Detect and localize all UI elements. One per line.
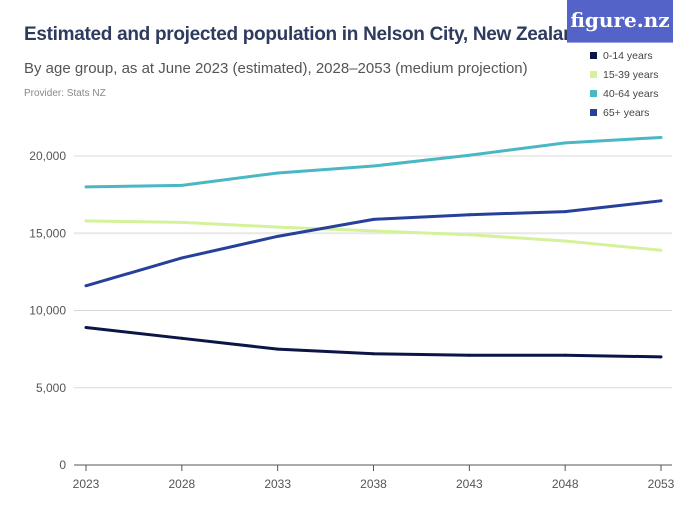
series-line-40-64-years [85,135,662,189]
data-point [372,352,375,356]
legend-swatch [590,52,597,59]
data-point [467,353,471,357]
x-tick-label: 2048 [552,477,579,491]
data-point [84,185,88,189]
data-point [563,141,567,145]
data-point [563,239,567,243]
y-tick-label: 20,000 [29,149,66,163]
x-tick-label: 2053 [648,477,675,491]
data-point [659,355,663,359]
data-point [659,135,663,139]
legend-item: 65+ years [590,103,658,122]
data-point [659,199,663,203]
y-tick-label: 5,000 [36,381,66,395]
legend-item: 15-39 years [590,65,658,84]
legend-swatch [590,71,597,78]
data-point [180,336,184,340]
y-tick-label: 15,000 [29,226,66,240]
x-tick-label: 2033 [264,477,291,491]
chart-title: Estimated and projected population in Ne… [24,24,586,45]
data-point [372,164,375,168]
legend-label: 0-14 years [603,49,653,62]
data-point [467,233,471,237]
data-point [84,284,88,288]
legend-label: 15-39 years [603,68,659,81]
figure-nz-logo[interactable]: figure.nz [567,0,673,42]
x-tick-label: 2028 [168,477,195,491]
legend-label: 40-64 years [603,87,659,100]
legend-item: 40-64 years [590,84,658,103]
legend-swatch [590,109,597,116]
chart-subtitle: By age group, as at June 2023 (estimated… [24,60,528,77]
legend-item: 0-14 years [590,46,658,65]
logo-underline [567,42,673,43]
data-point [276,171,280,175]
provider-label: Provider: Stats NZ [24,88,106,99]
x-tick-label: 2043 [456,477,483,491]
y-tick-label: 0 [59,458,66,472]
data-point [563,353,567,357]
data-point [372,229,375,233]
data-point [84,219,88,223]
data-point [180,220,184,224]
data-point [467,153,471,157]
legend: 0-14 years 15-39 years 40-64 years 65+ year… [590,46,658,122]
series-line-15-39-years [85,219,662,252]
data-point [180,183,184,187]
data-point [276,234,280,238]
data-point [659,248,663,252]
legend-label: 65+ years [603,106,650,119]
data-point [467,213,471,217]
x-tick-label: 2038 [360,477,387,491]
data-point [372,217,375,221]
data-point [563,210,567,214]
data-point [180,256,184,260]
data-point [276,225,280,229]
legend-swatch [590,90,597,97]
x-tick-label: 2023 [73,477,100,491]
y-tick-label: 10,000 [29,304,66,318]
data-point [84,325,88,329]
data-point [276,347,280,351]
